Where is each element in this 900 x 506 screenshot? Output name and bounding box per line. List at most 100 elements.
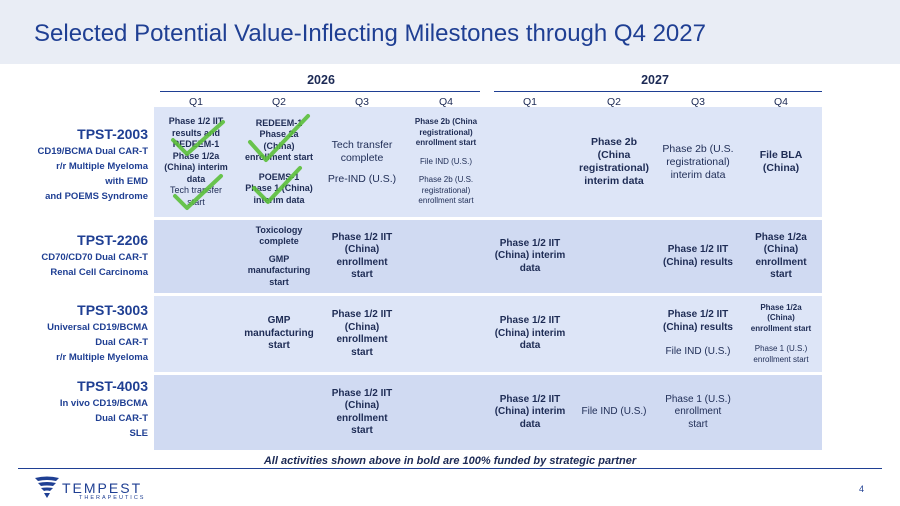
milestone-cell-tpst-2003-2027-q3: Phase 2b (U.S. registrational) interim d… (656, 107, 740, 217)
header-band (0, 0, 900, 64)
year-2026: 2026 (307, 73, 335, 87)
milestone-text: REDEEM-1 (172, 139, 220, 149)
milestone-text: Phase 1/2 IIT (331, 231, 393, 243)
milestone-text: start (351, 269, 373, 280)
year-underline-2026 (160, 91, 480, 92)
milestone-text: Pre-IND (U.S.) (327, 172, 397, 185)
quarter-header: Q1 (188, 96, 203, 108)
milestone-cell-tpst-2003-2026-q1: Phase 1/2 IIT results and REDEEM-1 Phase… (154, 107, 238, 217)
milestone-cell-tpst-2003-2027-q1 (488, 107, 572, 217)
milestone-text: GMP (267, 315, 291, 327)
milestone-text: Phase 1/2a (760, 302, 802, 312)
milestone-text: enrollment (336, 412, 388, 424)
milestone-text: registrational) (666, 155, 730, 168)
milestone-text: start (187, 196, 205, 207)
milestone-text: enrollment start (418, 196, 474, 206)
milestone-text: Phase 1 (U.S.) (754, 344, 808, 354)
milestone-text: (China (597, 149, 631, 161)
milestone-cell-tpst-2206-2026-q1 (154, 220, 238, 293)
program-name: TPST-2206 (77, 232, 148, 248)
milestone-text: registrational) (578, 162, 649, 174)
milestone-text: data (519, 418, 541, 430)
milestone-text: interim data (584, 175, 644, 187)
program-desc: Universal CD19/BCMA (47, 322, 148, 333)
milestone-cell-tpst-3003-2026-q3: Phase 1/2 IIT (China) enrollment start (320, 296, 404, 372)
milestone-text: start (351, 346, 373, 358)
milestone-text: data (519, 340, 541, 352)
program-desc: SLE (129, 428, 148, 439)
milestone-text: Phase 1 (China) (245, 183, 313, 194)
program-name: TPST-2003 (77, 126, 148, 142)
milestone-cell-tpst-4003-2027-q3: Phase 1 (U.S.) enrollment start (656, 375, 740, 450)
program-desc: with EMD (105, 176, 148, 187)
page-title: Selected Potential Value-Inflecting Mile… (34, 20, 706, 47)
milestone-text: Phase 1/2 IIT (331, 387, 393, 399)
footnote: All activities shown above in bold are 1… (263, 455, 637, 467)
milestone-cell-tpst-3003-2027-q3: Phase 1/2 IIT (China) results File IND (… (656, 296, 740, 372)
milestone-text: Tech transfer (169, 185, 223, 195)
milestone-text: Phase 1/2 IIT (667, 244, 729, 255)
milestone-cell-tpst-2206-2026-q3: Phase 1/2 IIT (China) enrollment start (320, 220, 404, 293)
quarter-header: Q2 (606, 96, 621, 108)
milestone-text: interim data (253, 194, 305, 205)
program-desc: Dual CAR-T (95, 413, 148, 424)
milestone-cell-tpst-4003-2027-q2: File IND (U.S.) (572, 375, 656, 450)
milestone-text: (China) (344, 400, 380, 411)
milestone-text: enrollment (755, 256, 807, 268)
milestone-text: File IND (U.S.) (581, 406, 647, 418)
milestone-text: (China) interim (164, 162, 228, 172)
program-label-tpst-4003: TPST-4003 In vivo CD19/BCMA Dual CAR-T S… (60, 376, 148, 441)
milestone-text: File IND (U.S.) (665, 346, 731, 358)
program-desc: r/r Multiple Myeloma (56, 352, 148, 363)
milestone-cell-tpst-2003-2026-q3: Tech transfer complete Pre-IND (U.S.) (320, 107, 404, 217)
milestone-text: Phase 1/2 IIT (499, 315, 561, 327)
program-desc: r/r Multiple Myeloma (56, 161, 148, 172)
milestone-text: (China) interim (494, 327, 566, 339)
milestone-text: POEMS-1 (258, 171, 300, 182)
milestone-cell-tpst-4003-2026-q1 (154, 375, 238, 450)
year-2027: 2027 (641, 73, 669, 87)
milestone-cell-tpst-2206-2027-q2 (572, 220, 656, 293)
milestone-text: enrollment (336, 334, 388, 345)
milestone-text: (China) (763, 244, 799, 255)
milestone-cell-tpst-2206-2027-q4: Phase 1/2a (China) enrollment start (740, 220, 822, 293)
page-number: 4 (858, 484, 864, 494)
milestone-text: REDEEM-1 (255, 117, 303, 128)
milestone-cell-tpst-4003-2026-q2 (238, 375, 320, 450)
milestone-text: (China) (767, 313, 795, 323)
milestone-cell-tpst-2003-2026-q4: Phase 2b (China registrational) enrollme… (404, 107, 488, 217)
milestone-text: enrollment (336, 256, 388, 268)
milestone-text: Phase 1/2a (172, 150, 220, 161)
milestone-text: Phase 2b (China (414, 117, 478, 127)
milestone-text: results and (171, 127, 220, 138)
program-desc: and POEMS Syndrome (45, 191, 148, 202)
milestone-text: (China) results (662, 321, 733, 333)
milestone-text: Phase 1/2a (755, 231, 807, 243)
milestone-text: enrollment start (753, 354, 809, 364)
milestone-text: start (268, 340, 290, 352)
milestone-text: File IND (U.S.) (420, 156, 472, 166)
milestone-cell-tpst-3003-2027-q2 (572, 296, 656, 372)
milestone-text: Tech transfer (331, 138, 393, 151)
milestone-text: Phase 2b (U.S. (418, 175, 474, 185)
milestone-cell-tpst-3003-2027-q1: Phase 1/2 IIT (China) interim data (488, 296, 572, 372)
milestone-text: File BLA (759, 149, 803, 161)
program-name: TPST-4003 (77, 378, 148, 394)
milestone-cell-tpst-2003-2027-q2: Phase 2b (China registrational) interim … (572, 107, 656, 217)
milestone-text: enrollment start (244, 152, 313, 163)
milestone-text: (China) interim (494, 406, 566, 418)
program-label-tpst-3003: TPST-3003 Universal CD19/BCMA Dual CAR-T… (47, 300, 148, 365)
milestone-text: GMP (268, 253, 290, 264)
milestone-text: registrational) (421, 185, 471, 195)
milestone-text: Phase 1 (U.S.) (665, 393, 731, 405)
program-desc: In vivo CD19/BCMA (59, 398, 148, 409)
milestone-text: Phase 1/2 IIT (331, 309, 393, 320)
milestone-text: manufacturing (247, 265, 311, 276)
quarter-header: Q3 (690, 96, 705, 108)
quarter-header: Q3 (354, 96, 369, 108)
milestone-text: (China) results (662, 256, 733, 268)
program-name: TPST-3003 (77, 302, 148, 318)
quarter-header: Q4 (438, 96, 453, 108)
milestone-cell-tpst-2206-2026-q4 (404, 220, 488, 293)
milestone-cell-tpst-3003-2027-q4: Phase 1/2a (China) enrollment start Phas… (740, 296, 822, 372)
